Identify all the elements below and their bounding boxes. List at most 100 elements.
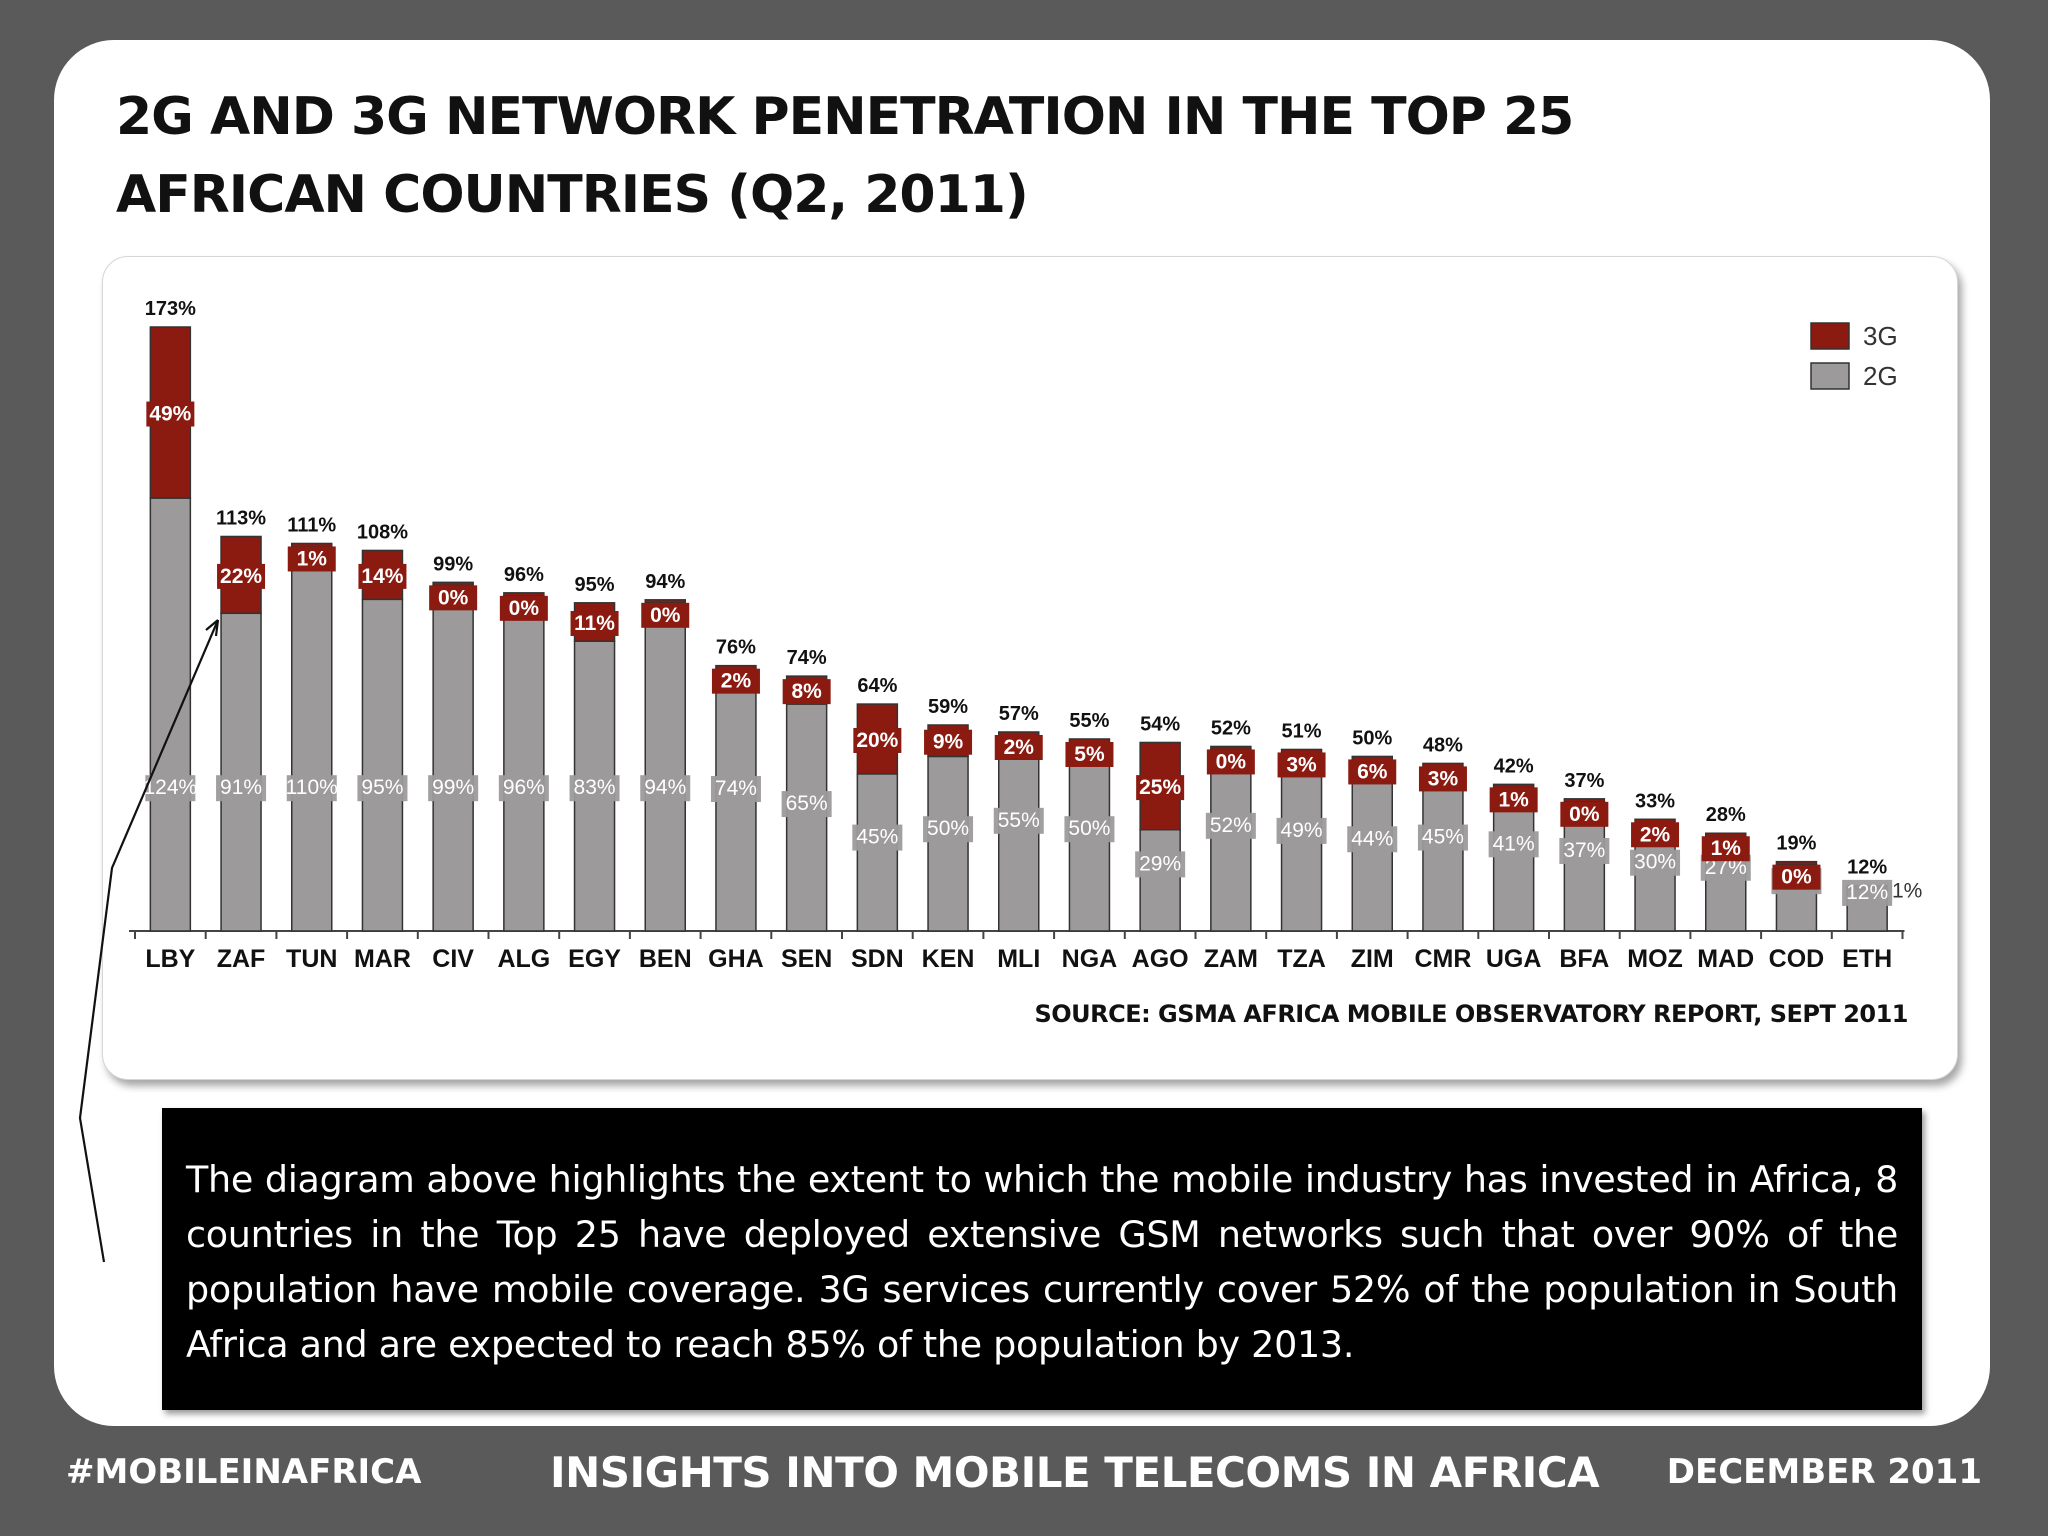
data-label-2g-bg [1417, 824, 1468, 851]
total-label: 48% [1423, 734, 1463, 756]
data-label-2g-bg [640, 775, 691, 802]
total-label: 55% [1069, 710, 1109, 732]
total-label: 42% [1494, 755, 1534, 777]
category-label: KEN [922, 945, 975, 973]
legend-swatch-2g [1810, 362, 1850, 390]
title-line-2: AFRICAN COUNTRIES (Q2, 2011) [116, 165, 1029, 225]
data-label-2g-bg [993, 807, 1044, 834]
category-label: MAD [1697, 945, 1754, 973]
data-label-2g-bg [1347, 826, 1398, 853]
data-label-2g-bg [852, 824, 903, 851]
category-label: MLI [997, 945, 1040, 973]
data-label-2g: 12% [1846, 881, 1888, 904]
data-label-3g: 3% [1286, 753, 1317, 776]
total-label: 76% [716, 637, 756, 659]
category-label: ZAF [217, 945, 266, 973]
data-label-3g: 20% [856, 729, 898, 752]
category-label: AGO [1132, 945, 1189, 973]
data-label-2g-bg [1488, 831, 1539, 858]
bar-3g [432, 581, 474, 587]
data-label-2g: 27% [1705, 856, 1747, 879]
total-label: 95% [575, 574, 615, 596]
data-label-3g-bg [1277, 752, 1326, 778]
bar-2g [503, 595, 545, 932]
category-label: BEN [639, 945, 692, 973]
data-label-3g-bg [1136, 775, 1185, 801]
bar-3g [1563, 798, 1606, 803]
category-label: UGA [1486, 945, 1542, 973]
total-label: 94% [645, 571, 685, 593]
data-label-3g-bg [217, 563, 266, 589]
total-label: 173% [145, 298, 196, 320]
category-label: SEN [781, 945, 832, 973]
total-label: 12% [1847, 857, 1887, 879]
data-label-2g-bg [923, 816, 974, 843]
total-label: 111% [287, 514, 336, 536]
total-label: 74% [787, 647, 827, 669]
data-label-3g-bg [570, 611, 619, 637]
total-label: 54% [1140, 713, 1180, 735]
data-label-2g: 65% [786, 792, 828, 815]
data-label-3g-bg [287, 546, 336, 572]
data-label-3g: 2% [1004, 736, 1035, 759]
data-label-3g-bg [1701, 836, 1750, 862]
data-label-2g-bg [1559, 837, 1610, 864]
bar-3g [503, 592, 545, 597]
data-label-3g: 1% [297, 547, 328, 570]
data-label-3g-bg [146, 401, 195, 427]
data-label-2g: 45% [1422, 826, 1464, 849]
total-label: 113% [216, 507, 266, 529]
data-label-3g-bg [499, 595, 548, 621]
data-label-3g-bg [1631, 822, 1680, 848]
data-label-3g: 0% [1569, 803, 1600, 826]
data-label-3g-bg [641, 602, 690, 628]
data-label-2g: 52% [1210, 814, 1252, 837]
data-label-2g: 50% [1068, 817, 1110, 840]
bar-3g [1492, 783, 1535, 789]
data-label-3g: 1% [1498, 788, 1529, 811]
category-label: COD [1769, 945, 1825, 973]
total-label: 96% [504, 564, 544, 586]
bar-2g [644, 602, 686, 932]
data-label-2g: 91% [220, 776, 262, 799]
data-label-2g: 99% [432, 776, 474, 799]
data-label-2g: 49% [1281, 819, 1323, 842]
total-label: 19% [1776, 833, 1816, 855]
data-label-2g: 29% [1139, 852, 1181, 875]
legend-label-2g: 2G [1863, 361, 1898, 391]
data-label-3g-bg [994, 734, 1043, 760]
data-label-3g-bg [853, 727, 902, 753]
category-label: SDN [851, 945, 904, 973]
data-label-3g-bg [358, 563, 407, 589]
data-label-2g: 30% [1634, 851, 1676, 874]
bar-2g [1210, 748, 1252, 932]
data-label-2g-bg [428, 775, 479, 802]
data-label-2g: 74% [715, 777, 757, 800]
category-label: CMR [1414, 945, 1471, 973]
data-label-3g-bg [429, 585, 478, 611]
data-label-3g-bg [1489, 787, 1538, 813]
category-label: ZAM [1204, 945, 1258, 973]
data-label-2g-bg [781, 791, 832, 818]
bar-3g [644, 599, 686, 604]
data-label-2g-bg [1135, 851, 1186, 878]
page-title: 2G AND 3G NETWORK PENETRATION IN THE TOP… [116, 78, 1616, 234]
category-label: LBY [145, 945, 195, 973]
data-label-3g: 6% [1357, 760, 1388, 783]
category-label: EGY [568, 945, 621, 973]
bar-2g [998, 738, 1040, 932]
bar-2g [149, 497, 192, 932]
data-label-2g-bg [569, 775, 620, 802]
data-label-3g: 1% [1711, 837, 1742, 860]
data-label-3g-bg [1206, 749, 1255, 775]
data-label-2g: 41% [1493, 832, 1535, 855]
data-label-2g: 96% [503, 776, 545, 799]
data-label-3g: 8% [791, 680, 822, 703]
bar-2g [1139, 829, 1181, 932]
total-label: 99% [433, 553, 473, 575]
bar-2g [856, 773, 899, 932]
legend-label-3g: 3G [1863, 321, 1898, 351]
data-label-3g: 22% [220, 565, 262, 588]
data-label-2g: 95% [361, 776, 403, 799]
footer-title: INSIGHTS INTO MOBILE TELECOMS IN AFRICA [550, 1448, 1600, 1497]
